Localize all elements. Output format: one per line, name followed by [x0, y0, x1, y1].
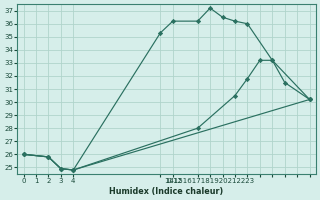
X-axis label: Humidex (Indice chaleur): Humidex (Indice chaleur) — [109, 187, 224, 196]
